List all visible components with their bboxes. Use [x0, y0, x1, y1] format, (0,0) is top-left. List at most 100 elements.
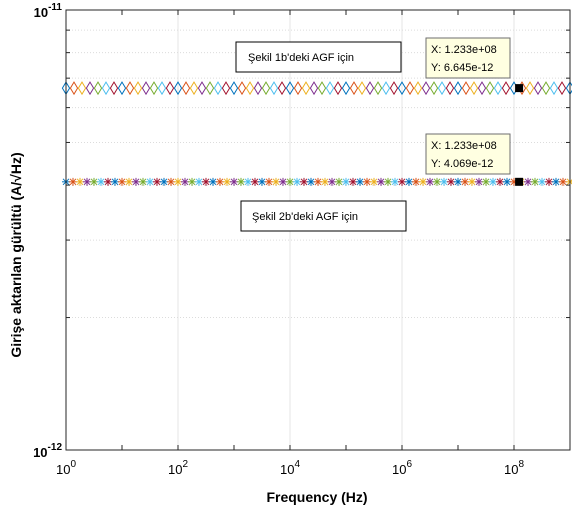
- diamond-marker: [93, 81, 103, 96]
- diamond-marker: [485, 81, 495, 96]
- annotation-text-1: Şekil 1b'deki AGF için: [248, 52, 354, 64]
- diamond-marker: [109, 81, 119, 96]
- asterisk-marker: [552, 177, 560, 186]
- diamond-marker: [213, 81, 223, 96]
- asterisk-marker: [181, 177, 189, 186]
- x-tick-label: 108: [504, 459, 524, 477]
- data-markers: [61, 81, 572, 186]
- y-tick-label: 10-12: [33, 442, 62, 460]
- asterisk-marker: [265, 177, 273, 186]
- asterisk-marker: [391, 177, 399, 186]
- asterisk-marker: [293, 177, 301, 186]
- diamond-marker: [413, 81, 423, 96]
- asterisk-marker: [216, 177, 224, 186]
- asterisk-marker: [405, 177, 413, 186]
- datatip-2-x: X: 1.233e+08: [431, 140, 497, 152]
- asterisk-marker: [258, 177, 266, 186]
- diamond-marker: [333, 81, 343, 96]
- asterisk-marker: [335, 177, 343, 186]
- datatip-2[interactable]: X: 1.233e+08 Y: 4.069e-12: [425, 133, 511, 175]
- diamond-marker: [157, 81, 167, 96]
- asterisk-marker: [363, 177, 371, 186]
- diamond-marker: [389, 81, 399, 96]
- asterisk-marker: [349, 177, 357, 186]
- diamond-marker: [237, 81, 247, 96]
- asterisk-marker: [412, 177, 420, 186]
- asterisk-marker: [503, 177, 511, 186]
- diamond-marker: [341, 81, 351, 96]
- x-tick-label: 104: [280, 459, 300, 477]
- diamond-marker: [381, 81, 391, 96]
- asterisk-marker: [356, 177, 364, 186]
- asterisk-marker: [139, 177, 147, 186]
- diamond-marker: [501, 81, 511, 96]
- diamond-marker: [197, 81, 207, 96]
- diamond-marker: [125, 81, 135, 96]
- diamond-marker: [525, 81, 535, 96]
- asterisk-marker: [90, 177, 98, 186]
- diamond-marker: [149, 81, 159, 96]
- diamond-marker: [309, 81, 319, 96]
- grid: [65, 10, 570, 450]
- datatip-1-y: Y: 6.645e-12: [431, 62, 493, 74]
- asterisk-marker: [286, 177, 294, 186]
- diamond-marker: [141, 81, 151, 96]
- diamond-marker: [69, 81, 79, 96]
- diamond-marker: [317, 81, 327, 96]
- diamond-marker: [269, 81, 279, 96]
- asterisk-marker: [237, 177, 245, 186]
- diamond-marker: [453, 81, 463, 96]
- asterisk-marker: [97, 177, 105, 186]
- diamond-marker: [565, 81, 572, 96]
- diamond-marker: [229, 81, 239, 96]
- diamond-marker: [181, 81, 191, 96]
- diamond-marker: [133, 81, 143, 96]
- diamond-marker: [173, 81, 183, 96]
- annotation-box-2: Şekil 2b'deki AGF için: [240, 200, 407, 232]
- annotation-box-1: Şekil 1b'deki AGF için: [235, 41, 402, 73]
- diamond-marker: [85, 81, 95, 96]
- asterisk-marker: [195, 177, 203, 186]
- asterisk-marker: [419, 177, 427, 186]
- annotation-text-2: Şekil 2b'deki AGF için: [252, 211, 358, 223]
- asterisk-marker: [174, 177, 182, 186]
- diamond-marker: [477, 81, 487, 96]
- axis-ticks: 100 102 104 106 108 10-12 10-11: [33, 2, 571, 477]
- asterisk-marker: [153, 177, 161, 186]
- asterisk-marker: [251, 177, 259, 186]
- asterisk-marker: [83, 177, 91, 186]
- asterisk-marker: [118, 177, 126, 186]
- datatip-1[interactable]: X: 1.233e+08 Y: 6.645e-12: [425, 37, 511, 79]
- diamond-marker: [373, 81, 383, 96]
- diamond-marker: [365, 81, 375, 96]
- asterisk-marker: [384, 177, 392, 186]
- y-axis-label: Girişe aktarılan gürültü (A/√Hz): [8, 152, 24, 357]
- diamond-marker: [221, 81, 231, 96]
- diamond-marker: [405, 81, 415, 96]
- datatip-marker: [515, 84, 524, 93]
- asterisk-marker: [489, 177, 497, 186]
- asterisk-marker: [146, 177, 154, 186]
- diamond-marker: [541, 81, 551, 96]
- diamond-marker: [445, 81, 455, 96]
- diamond-marker: [117, 81, 127, 96]
- diamond-marker: [325, 81, 335, 96]
- diamond-marker: [261, 81, 271, 96]
- diamond-marker: [437, 81, 447, 96]
- diamond-marker: [461, 81, 471, 96]
- asterisk-marker: [230, 177, 238, 186]
- asterisk-marker: [475, 177, 483, 186]
- diamond-marker: [533, 81, 543, 96]
- asterisk-marker: [370, 177, 378, 186]
- asterisk-marker: [76, 177, 84, 186]
- diamond-marker: [277, 81, 287, 96]
- diamond-marker: [429, 81, 439, 96]
- asterisk-marker: [440, 177, 448, 186]
- x-tick-label: 100: [56, 459, 76, 477]
- diamond-marker: [549, 81, 559, 96]
- asterisk-marker: [314, 177, 322, 186]
- asterisk-marker: [132, 177, 140, 186]
- diamond-marker: [205, 81, 215, 96]
- asterisk-marker: [454, 177, 462, 186]
- x-tick-label: 102: [168, 459, 188, 477]
